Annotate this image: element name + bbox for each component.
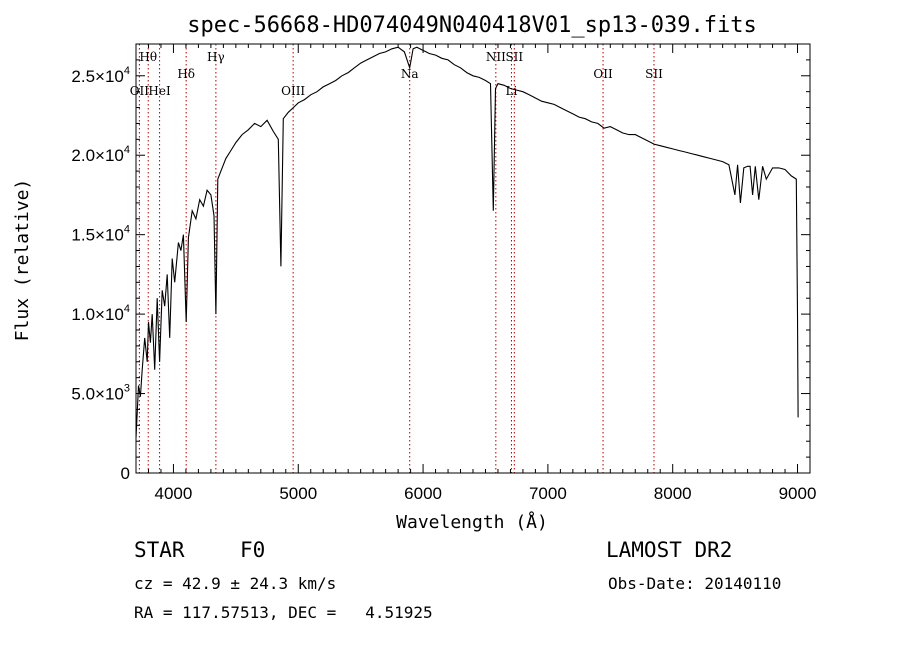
- plot-frame: [135, 43, 811, 474]
- line-marker-label: Hθ: [139, 50, 157, 64]
- line-marker-label: Hγ: [207, 50, 225, 64]
- x-tick-label: 8000: [654, 484, 692, 503]
- line-marker-label: NII: [486, 50, 506, 64]
- chart-title: spec-56668-HD074049N040418V01_sp13-039.f…: [187, 13, 757, 38]
- line-marker-label: OIII: [281, 84, 305, 98]
- spectrum-series-line: [135, 46, 799, 439]
- x-axis-ticks: 4000 5000 6000 7000 8000 9000: [147, 44, 817, 503]
- y-tick-label: 2.0×104: [71, 144, 130, 165]
- redshift-velocity: cz = 42.9 ± 24.3 km/s: [134, 574, 337, 593]
- y-axis-label: Flux (relative): [12, 179, 33, 342]
- y-tick-label: 2.5×104: [71, 65, 130, 86]
- line-marker-label: OII: [130, 84, 150, 98]
- y-tick-label: 1.0×104: [71, 303, 130, 324]
- y-tick-label: 0: [121, 464, 130, 483]
- line-marker-label: Hδ: [177, 67, 195, 81]
- spectral-subclass: F0: [240, 538, 266, 562]
- x-tick-label: 9000: [779, 484, 817, 503]
- coordinates: RA = 117.57513, DEC = 4.51925: [134, 603, 433, 622]
- y-tick-label: 1.5×104: [71, 224, 130, 245]
- line-marker-label: HeI: [148, 84, 171, 98]
- observation-date: Obs-Date: 20140110: [608, 574, 782, 593]
- y-tick-label: 5.0×103: [71, 383, 130, 404]
- line-marker-label: SII: [505, 50, 523, 64]
- emission-line-markers: OII Hθ HeI Hδ Hγ OIII Na NII Li SII OII SII: [130, 44, 663, 473]
- survey-release: LAMOST DR2: [606, 538, 733, 562]
- line-marker-label: Na: [401, 67, 419, 81]
- object-type: STAR: [134, 538, 185, 562]
- y-axis-ticks: 0 5.0×103 1.0×104 1.5×104 2.0×104 2.5×104: [71, 59, 810, 483]
- line-marker-label: Li: [506, 84, 518, 98]
- x-axis-label: Wavelength (Å): [396, 511, 548, 533]
- x-tick-label: 4000: [155, 484, 193, 503]
- line-marker-label: OII: [593, 67, 613, 81]
- line-marker-label: SII: [645, 67, 663, 81]
- x-tick-label: 7000: [529, 484, 567, 503]
- x-tick-label: 6000: [404, 484, 442, 503]
- x-tick-label: 5000: [279, 484, 317, 503]
